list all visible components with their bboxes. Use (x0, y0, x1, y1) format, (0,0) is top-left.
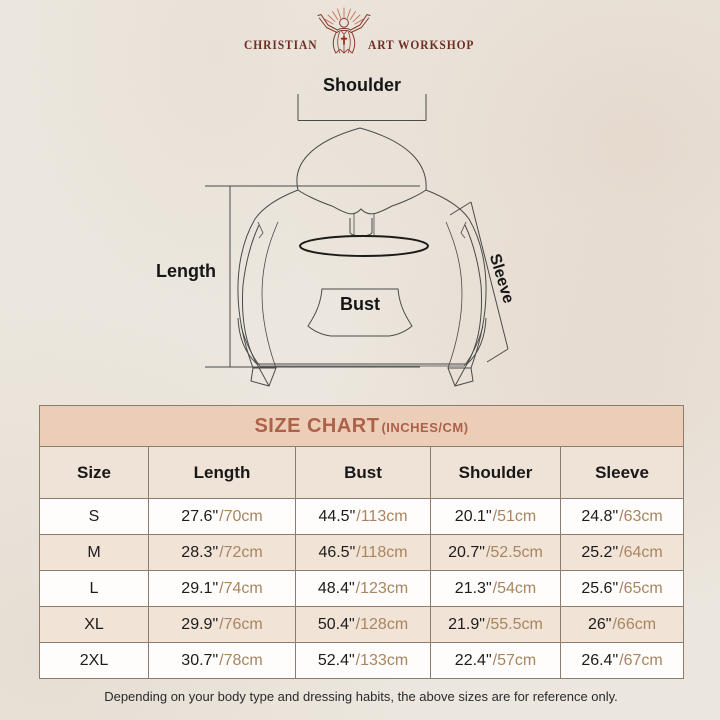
svg-text:Bust: Bust (340, 294, 380, 314)
svg-text:Length: Length (156, 261, 216, 281)
svg-text:Shoulder: Shoulder (323, 75, 401, 95)
